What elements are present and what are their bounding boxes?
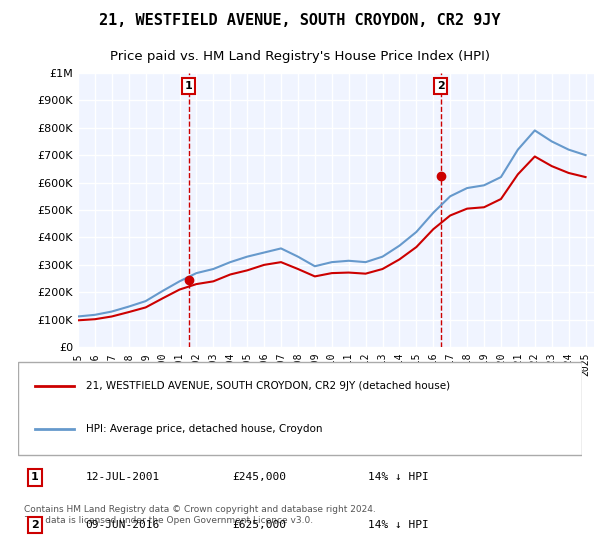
Text: 12-JUL-2001: 12-JUL-2001 bbox=[86, 473, 160, 482]
Text: 21, WESTFIELD AVENUE, SOUTH CROYDON, CR2 9JY: 21, WESTFIELD AVENUE, SOUTH CROYDON, CR2… bbox=[99, 13, 501, 28]
Text: 09-JUN-2016: 09-JUN-2016 bbox=[86, 520, 160, 530]
Text: Contains HM Land Registry data © Crown copyright and database right 2024.
This d: Contains HM Land Registry data © Crown c… bbox=[23, 506, 376, 525]
Text: £625,000: £625,000 bbox=[232, 520, 286, 530]
Text: 21, WESTFIELD AVENUE, SOUTH CROYDON, CR2 9JY (detached house): 21, WESTFIELD AVENUE, SOUTH CROYDON, CR2… bbox=[86, 381, 450, 391]
FancyBboxPatch shape bbox=[18, 362, 582, 455]
Text: Price paid vs. HM Land Registry's House Price Index (HPI): Price paid vs. HM Land Registry's House … bbox=[110, 50, 490, 63]
Text: 2: 2 bbox=[31, 520, 39, 530]
Text: HPI: Average price, detached house, Croydon: HPI: Average price, detached house, Croy… bbox=[86, 424, 322, 434]
Text: 2: 2 bbox=[437, 81, 445, 91]
Text: £245,000: £245,000 bbox=[232, 473, 286, 482]
Text: 1: 1 bbox=[185, 81, 193, 91]
Text: 14% ↓ HPI: 14% ↓ HPI bbox=[368, 520, 428, 530]
Text: 14% ↓ HPI: 14% ↓ HPI bbox=[368, 473, 428, 482]
Text: 1: 1 bbox=[31, 473, 39, 482]
